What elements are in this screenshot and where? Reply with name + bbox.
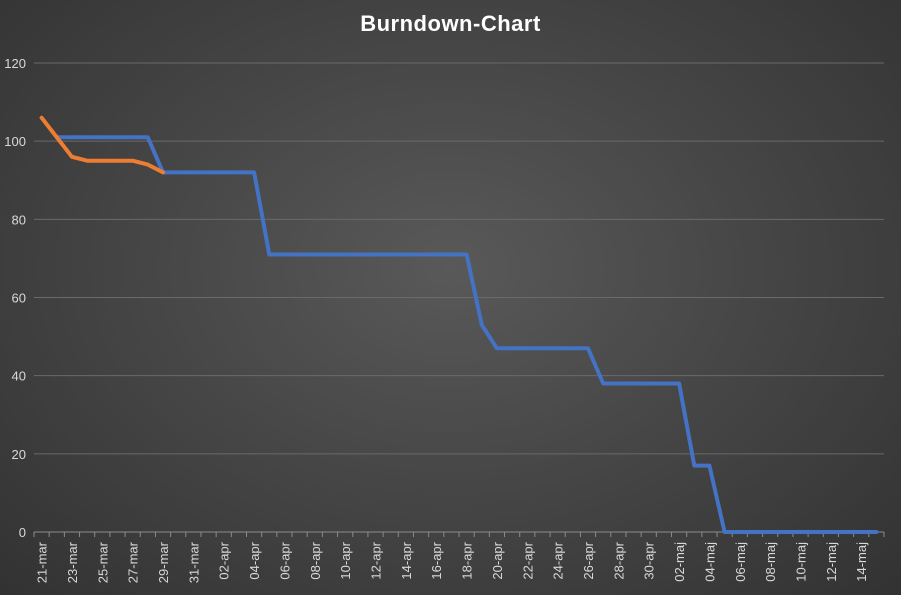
x-tick-label: 06-apr: [277, 541, 292, 579]
y-tick-label: 60: [12, 291, 26, 306]
x-tick-label: 30-apr: [642, 541, 657, 579]
x-tick-label: 10-apr: [338, 541, 353, 579]
x-tick-label: 04-apr: [247, 541, 262, 579]
chart-title: Burndown-Chart: [360, 11, 541, 36]
x-tick-label: 02-maj: [672, 542, 687, 582]
x-tick-label: 08-maj: [763, 542, 778, 582]
y-tick-label: 80: [12, 212, 26, 227]
x-tick-label: 14-maj: [854, 542, 869, 582]
x-tick-label: 29-mar: [156, 541, 171, 583]
x-tick-label: 22-apr: [520, 541, 535, 579]
y-tick-label: 100: [4, 134, 26, 149]
x-tick-label: 28-apr: [611, 541, 626, 579]
x-tick-label: 12-apr: [369, 541, 384, 579]
series-line-1: [54, 135, 879, 534]
x-tick-label: 27-mar: [126, 541, 141, 583]
y-tick-label: 20: [12, 447, 26, 462]
series-line-2: [39, 115, 165, 175]
x-tick-label: 08-apr: [308, 541, 323, 579]
x-tick-label: 02-apr: [217, 541, 232, 579]
x-tick-label: 18-apr: [460, 541, 475, 579]
x-tick-label: 16-apr: [429, 541, 444, 579]
x-tick-label: 31-mar: [186, 541, 201, 583]
x-tick-label: 10-maj: [794, 542, 809, 582]
x-tick-label: 21-mar: [35, 541, 50, 583]
x-tick-label: 04-maj: [702, 542, 717, 582]
x-tick-label: 06-maj: [733, 542, 748, 582]
x-tick-label: 24-apr: [551, 541, 566, 579]
y-tick-label: 0: [19, 525, 26, 540]
x-tick-label: 20-apr: [490, 541, 505, 579]
y-tick-label: 40: [12, 369, 26, 384]
x-tick-label: 25-mar: [95, 541, 110, 583]
x-tick-label: 12-maj: [824, 542, 839, 582]
x-tick-label: 23-mar: [65, 541, 80, 583]
x-tick-label: 14-apr: [399, 541, 414, 579]
x-tick-label: 26-apr: [581, 541, 596, 579]
y-tick-label: 120: [4, 56, 26, 71]
